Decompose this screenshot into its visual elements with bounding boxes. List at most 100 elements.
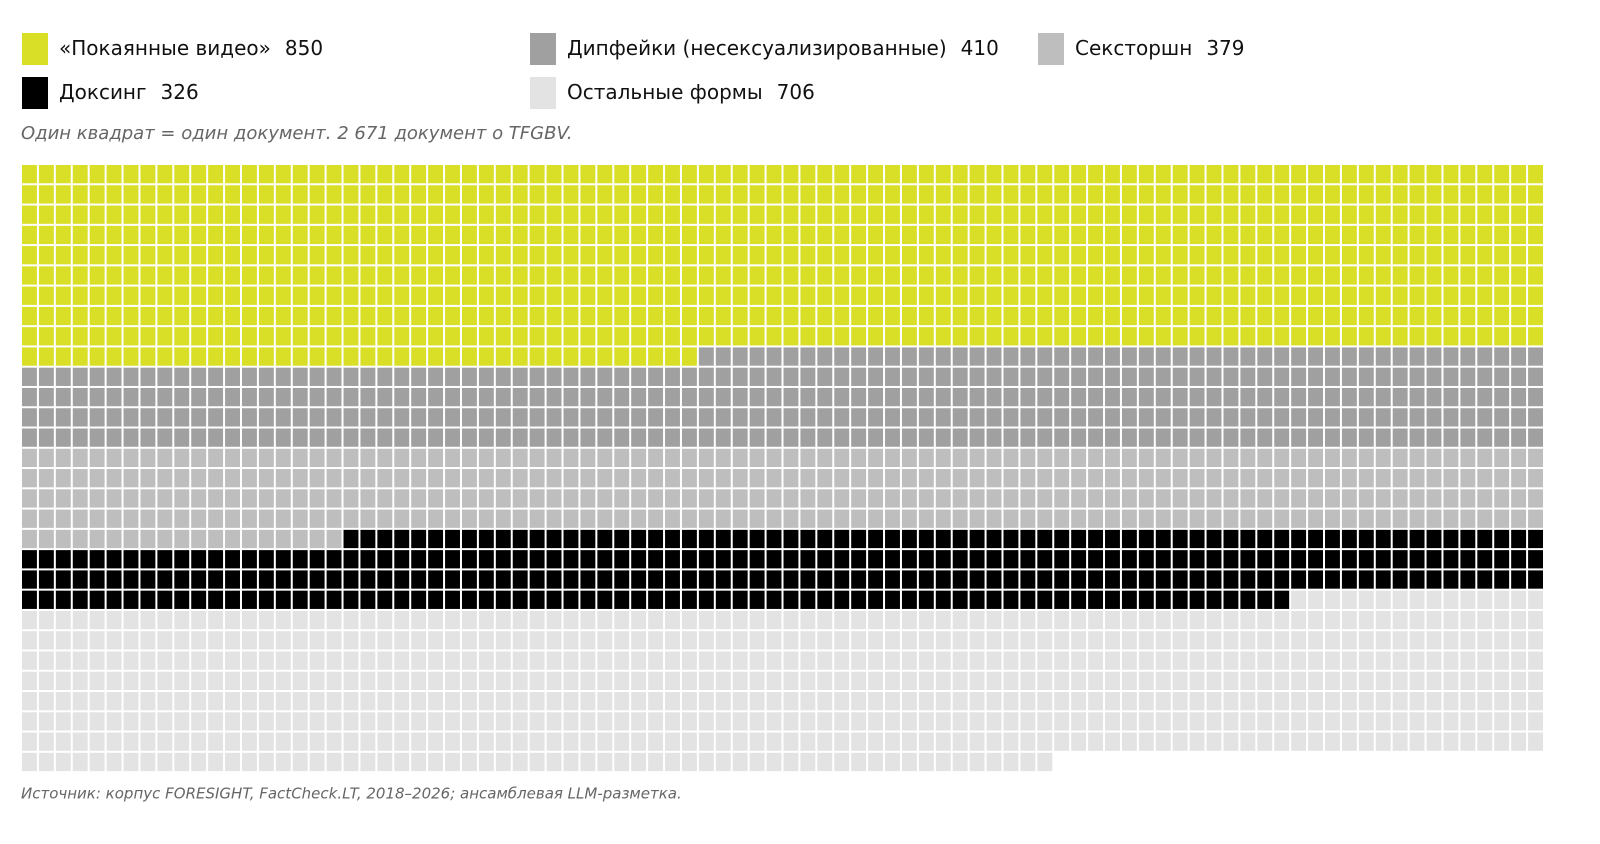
waffle-square xyxy=(681,509,697,528)
waffle-square xyxy=(360,529,376,549)
waffle-square xyxy=(38,185,54,204)
waffle-square xyxy=(1460,165,1476,184)
waffle-square xyxy=(749,246,765,265)
waffle-square xyxy=(55,266,71,285)
waffle-square xyxy=(1325,712,1340,731)
waffle-square xyxy=(428,489,444,508)
waffle-square xyxy=(208,448,224,468)
waffle-square xyxy=(1020,286,1036,305)
waffle-square xyxy=(55,428,71,447)
waffle-square xyxy=(597,185,613,204)
waffle-square xyxy=(495,387,511,407)
waffle-square xyxy=(580,327,596,346)
waffle-square xyxy=(1257,286,1273,305)
waffle-square xyxy=(241,408,257,427)
waffle-square xyxy=(478,509,494,528)
waffle-square xyxy=(123,266,139,285)
waffle-square xyxy=(783,205,799,224)
waffle-square xyxy=(1172,387,1188,407)
waffle-square xyxy=(614,428,630,447)
waffle-square xyxy=(614,732,630,751)
waffle-square xyxy=(1003,752,1019,772)
waffle-square xyxy=(800,671,816,691)
waffle-square xyxy=(1511,509,1527,528)
waffle-square xyxy=(817,752,833,772)
waffle-square xyxy=(580,225,596,245)
waffle-square xyxy=(1308,428,1324,447)
waffle-square xyxy=(1071,225,1087,245)
waffle-square xyxy=(1443,306,1459,326)
waffle-square xyxy=(292,347,308,366)
waffle-square xyxy=(461,489,477,508)
waffle-square xyxy=(1138,367,1154,386)
waffle-square xyxy=(512,327,528,346)
waffle-square xyxy=(935,712,951,731)
waffle-square xyxy=(360,509,376,528)
waffle-square xyxy=(1409,205,1425,224)
waffle-square xyxy=(123,570,139,589)
waffle-square xyxy=(715,529,731,549)
waffle-square xyxy=(783,509,799,528)
waffle-square xyxy=(1020,367,1036,386)
waffle-square xyxy=(783,489,799,508)
waffle-square xyxy=(1341,286,1357,305)
waffle-square xyxy=(1392,570,1408,589)
waffle-square xyxy=(1121,651,1137,670)
waffle-square xyxy=(1003,408,1019,427)
waffle-square xyxy=(1308,286,1324,305)
waffle-square xyxy=(901,165,917,184)
waffle-square xyxy=(411,671,427,691)
waffle-square xyxy=(123,246,139,265)
waffle-square xyxy=(1223,327,1239,346)
waffle-square xyxy=(1511,712,1527,731)
waffle-square xyxy=(749,590,765,609)
waffle-square xyxy=(174,550,190,569)
waffle-square xyxy=(597,387,613,407)
waffle-square xyxy=(445,469,460,488)
waffle-square xyxy=(1138,631,1154,650)
waffle-square xyxy=(1477,631,1493,650)
waffle-square xyxy=(1341,185,1357,204)
waffle-square xyxy=(1392,448,1408,468)
waffle-square xyxy=(1358,387,1374,407)
waffle-square xyxy=(478,631,494,650)
waffle-square xyxy=(258,347,274,366)
waffle-square xyxy=(563,550,579,569)
waffle-square xyxy=(1375,550,1391,569)
waffle-square xyxy=(1443,428,1459,447)
waffle-square xyxy=(1240,387,1256,407)
waffle-square xyxy=(1071,550,1087,569)
waffle-square xyxy=(1325,367,1340,386)
waffle-square xyxy=(715,610,731,630)
waffle-square xyxy=(1426,651,1442,670)
waffle-square xyxy=(1121,367,1137,386)
waffle-square xyxy=(123,631,139,650)
waffle-square xyxy=(1155,165,1171,184)
waffle-square xyxy=(241,225,257,245)
waffle-square xyxy=(580,246,596,265)
waffle-square xyxy=(766,367,782,386)
waffle-square xyxy=(360,205,376,224)
waffle-square xyxy=(241,529,257,549)
waffle-square xyxy=(969,732,985,751)
waffle-square xyxy=(800,408,816,427)
waffle-square xyxy=(461,225,477,245)
waffle-square xyxy=(478,651,494,670)
waffle-square xyxy=(72,489,88,508)
waffle-square xyxy=(1341,610,1357,630)
waffle-square xyxy=(1341,347,1357,366)
waffle-square xyxy=(1392,165,1408,184)
waffle-square xyxy=(191,185,207,204)
waffle-square xyxy=(986,225,1002,245)
waffle-square xyxy=(292,692,308,711)
waffle-square xyxy=(1426,306,1442,326)
waffle-square xyxy=(1121,590,1137,609)
waffle-square xyxy=(1460,408,1476,427)
waffle-square xyxy=(1257,408,1273,427)
waffle-square xyxy=(580,306,596,326)
legend-label: «Покаянные видео» xyxy=(59,36,271,60)
waffle-square xyxy=(343,266,359,285)
waffle-square xyxy=(512,489,528,508)
waffle-square xyxy=(360,448,376,468)
waffle-square xyxy=(1325,631,1340,650)
